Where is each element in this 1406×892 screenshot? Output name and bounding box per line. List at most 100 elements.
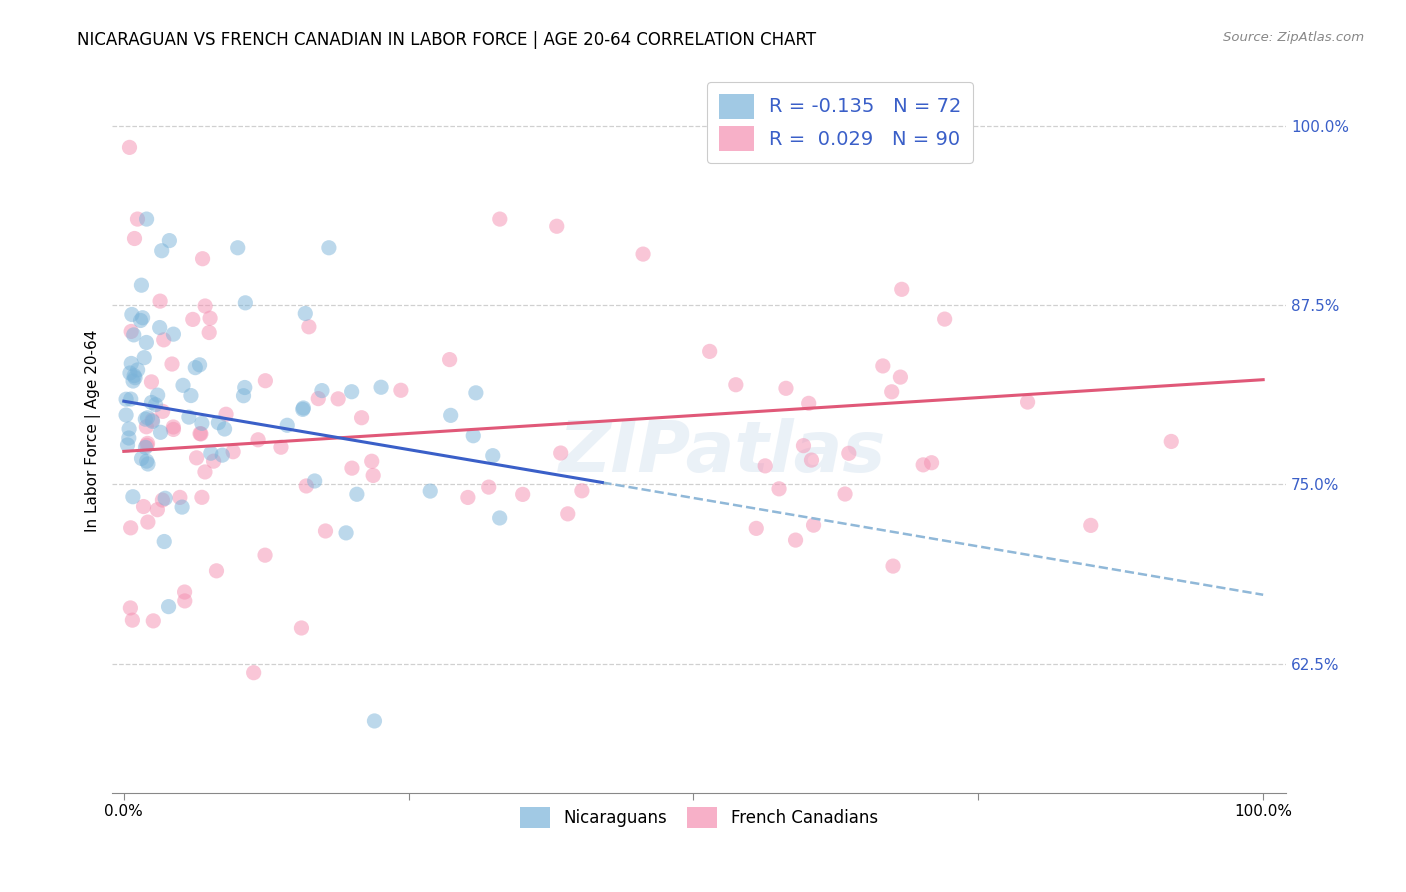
Point: [754, 458, 776, 473]
Point: [152, 333, 174, 347]
Point: [188, 426, 211, 441]
Point: [934, 312, 956, 326]
Point: [131, 310, 153, 325]
Point: [118, 140, 141, 154]
Point: [270, 440, 292, 454]
Point: [131, 451, 153, 466]
Point: [242, 665, 264, 680]
Point: [162, 420, 184, 434]
Point: [146, 502, 169, 516]
Point: [464, 385, 486, 400]
Point: [169, 491, 191, 505]
Point: [889, 370, 911, 384]
Point: [254, 374, 277, 388]
Point: [803, 518, 825, 533]
Point: [122, 490, 145, 504]
Point: [724, 377, 747, 392]
Point: [145, 398, 167, 412]
Point: [191, 417, 214, 431]
Point: [232, 389, 254, 403]
Point: [335, 525, 357, 540]
Point: [880, 384, 903, 399]
Point: [340, 461, 363, 475]
Point: [136, 457, 159, 471]
Point: [118, 422, 141, 436]
Point: [912, 458, 935, 472]
Point: [254, 548, 277, 562]
Point: [340, 384, 363, 399]
Point: [153, 491, 176, 506]
Point: [132, 500, 155, 514]
Point: [198, 311, 221, 326]
Point: [291, 402, 314, 417]
Point: [478, 480, 501, 494]
Y-axis label: In Labor Force | Age 20-64: In Labor Force | Age 20-64: [86, 329, 101, 532]
Point: [142, 414, 165, 428]
Point: [122, 374, 145, 388]
Point: [363, 714, 385, 728]
Point: [135, 454, 157, 468]
Point: [115, 392, 138, 407]
Point: [295, 479, 318, 493]
Point: [141, 413, 163, 427]
Point: [247, 433, 270, 447]
Point: [557, 507, 579, 521]
Point: [146, 388, 169, 402]
Point: [149, 294, 172, 309]
Text: Source: ZipAtlas.com: Source: ZipAtlas.com: [1223, 31, 1364, 45]
Point: [120, 392, 142, 406]
Point: [290, 621, 312, 635]
Point: [120, 356, 142, 370]
Point: [205, 564, 228, 578]
Point: [122, 368, 145, 383]
Point: [872, 359, 894, 373]
Point: [419, 484, 441, 499]
Point: [315, 524, 337, 538]
Point: [160, 357, 183, 371]
Point: [350, 410, 373, 425]
Point: [890, 282, 912, 296]
Point: [360, 454, 382, 468]
Point: [631, 247, 654, 261]
Point: [157, 234, 180, 248]
Point: [292, 401, 315, 415]
Point: [152, 493, 174, 508]
Point: [122, 327, 145, 342]
Point: [546, 219, 568, 234]
Point: [838, 446, 860, 460]
Point: [177, 410, 200, 425]
Point: [190, 426, 212, 441]
Point: [921, 456, 943, 470]
Point: [180, 388, 202, 402]
Point: [235, 295, 257, 310]
Point: [389, 384, 412, 398]
Point: [294, 306, 316, 320]
Point: [120, 601, 142, 615]
Point: [135, 335, 157, 350]
Point: [1080, 518, 1102, 533]
Point: [298, 319, 321, 334]
Point: [198, 326, 221, 340]
Point: [136, 436, 159, 450]
Point: [135, 212, 157, 227]
Point: [129, 313, 152, 327]
Point: [318, 241, 340, 255]
Point: [834, 487, 856, 501]
Point: [172, 378, 194, 392]
Point: [226, 241, 249, 255]
Point: [222, 444, 245, 458]
Point: [207, 416, 229, 430]
Point: [211, 448, 233, 462]
Point: [785, 533, 807, 547]
Point: [440, 409, 463, 423]
Point: [136, 515, 159, 529]
Point: [115, 408, 138, 422]
Point: [463, 428, 485, 442]
Point: [346, 487, 368, 501]
Point: [200, 446, 222, 460]
Point: [439, 352, 461, 367]
Point: [188, 358, 211, 372]
Point: [141, 375, 163, 389]
Point: [120, 521, 142, 535]
Point: [202, 454, 225, 468]
